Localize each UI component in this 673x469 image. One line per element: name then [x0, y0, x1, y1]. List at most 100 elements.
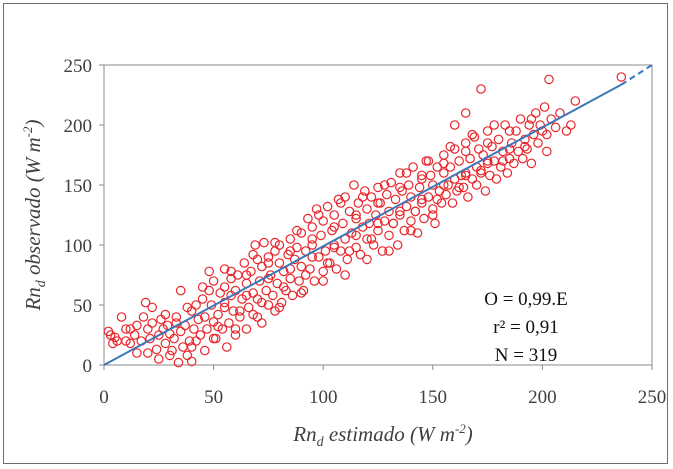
- data-point: [458, 182, 469, 193]
- data-point: [252, 312, 263, 322]
- data-point: [112, 336, 122, 346]
- data-point: [228, 306, 239, 316]
- data-point: [416, 198, 427, 208]
- data-point: [204, 285, 214, 296]
- data-point: [184, 336, 195, 346]
- data-point: [550, 122, 561, 133]
- data-point: [167, 345, 177, 356]
- data-point: [443, 180, 453, 190]
- data-point: [460, 138, 471, 148]
- data-point: [230, 330, 241, 340]
- data-point: [121, 324, 131, 334]
- data-point: [539, 102, 550, 112]
- data-point: [338, 218, 348, 229]
- data-point: [355, 249, 366, 260]
- data-point: [441, 189, 451, 200]
- data-point: [329, 222, 339, 232]
- data-point: [151, 344, 162, 355]
- x-tick-label: 200: [528, 387, 557, 408]
- data-point: [169, 333, 179, 344]
- data-point: [469, 132, 480, 142]
- data-point: [520, 141, 530, 152]
- data-point: [454, 156, 464, 166]
- data-point: [498, 156, 508, 166]
- data-point: [256, 297, 267, 308]
- data-point: [504, 126, 515, 136]
- data-point: [395, 168, 405, 178]
- x-tick-label: 100: [309, 387, 338, 408]
- data-point: [296, 288, 307, 298]
- data-point: [208, 333, 219, 344]
- x-tick-label: 50: [204, 387, 223, 408]
- data-point: [226, 266, 236, 277]
- data-point: [359, 186, 370, 196]
- data-point: [408, 162, 418, 172]
- data-point: [189, 324, 199, 334]
- data-point: [351, 230, 361, 241]
- data-point: [276, 297, 287, 308]
- data-point: [263, 300, 274, 310]
- data-point: [313, 252, 324, 262]
- regression-line: [103, 83, 622, 366]
- data-point: [406, 216, 416, 226]
- data-point: [476, 165, 486, 176]
- data-point: [392, 240, 403, 250]
- data-point: [416, 174, 427, 184]
- y-axis-title: Rnd observado (W m-2): [20, 119, 49, 311]
- data-point: [526, 114, 537, 124]
- x-tick-label: 250: [638, 387, 667, 408]
- data-point: [473, 144, 484, 154]
- data-point: [278, 282, 289, 292]
- data-point: [160, 338, 171, 349]
- data-point: [522, 144, 532, 154]
- data-point: [465, 153, 475, 164]
- data-point: [438, 150, 449, 160]
- data-point: [526, 158, 537, 169]
- data-point: [384, 206, 394, 217]
- data-point: [344, 246, 355, 256]
- data-point: [373, 218, 383, 229]
- data-point: [235, 306, 245, 316]
- data-point: [193, 314, 204, 325]
- data-point: [517, 153, 528, 164]
- data-point: [274, 258, 285, 268]
- data-point: [377, 246, 388, 256]
- data-point: [423, 156, 434, 166]
- data-point: [316, 230, 326, 241]
- data-point: [357, 192, 368, 202]
- data-point: [467, 129, 478, 140]
- data-point: [263, 258, 274, 268]
- data-point: [287, 290, 298, 301]
- data-point: [419, 213, 429, 224]
- data-point: [182, 302, 193, 313]
- data-point: [491, 174, 502, 184]
- data-point: [449, 120, 460, 130]
- data-point: [292, 225, 302, 236]
- data-point: [401, 201, 412, 212]
- data-point: [285, 234, 296, 244]
- data-point: [125, 338, 136, 349]
- data-point: [489, 120, 499, 130]
- data-point: [132, 320, 142, 331]
- data-point: [423, 192, 434, 202]
- data-point: [399, 225, 410, 236]
- data-point: [482, 126, 493, 136]
- data-point: [305, 264, 315, 274]
- data-point: [116, 312, 127, 322]
- data-point: [447, 198, 458, 208]
- data-point: [213, 321, 223, 332]
- data-point: [351, 213, 361, 224]
- data-point: [438, 158, 449, 169]
- data-point: [427, 204, 438, 214]
- x-axis-title: Rnd estimado (W m-2): [292, 421, 472, 450]
- y-axis-ticks: 0 50 100 150 200 250: [64, 56, 104, 377]
- data-point: [274, 302, 285, 313]
- data-point: [373, 225, 383, 236]
- data-point: [544, 74, 554, 85]
- data-point: [285, 246, 296, 256]
- data-point: [243, 302, 254, 313]
- data-point: [215, 288, 225, 298]
- data-point: [366, 234, 377, 244]
- data-point: [351, 210, 361, 220]
- data-point: [322, 258, 333, 268]
